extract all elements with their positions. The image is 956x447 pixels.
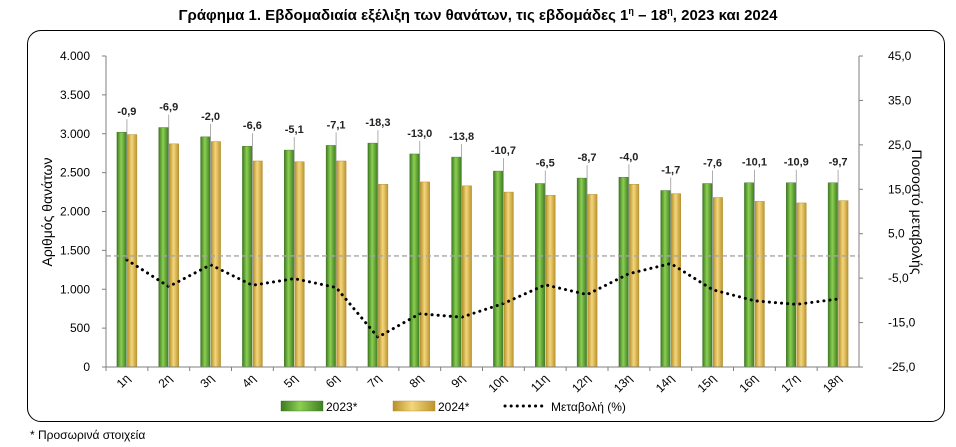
- bar-2023-3: [200, 136, 211, 368]
- change-label-8: -13,0: [407, 128, 432, 140]
- left-tick-label: 3.500: [60, 88, 90, 102]
- left-tick-label: 3.000: [60, 127, 90, 141]
- bar-2024-15: [712, 197, 723, 368]
- x-tick-label-9: 9η: [448, 371, 467, 390]
- change-line: [125, 258, 840, 340]
- legend-label-2023: 2023*: [326, 400, 358, 414]
- bar-2023-15: [702, 183, 713, 368]
- left-tick-label: 2.000: [60, 205, 90, 219]
- x-tick-label-7: 7η: [365, 371, 384, 390]
- bar-2023-13: [618, 177, 629, 368]
- footnote: * Προσωρινά στοιχεία: [30, 428, 146, 442]
- change-label-2: -6,9: [159, 102, 178, 114]
- bar-2024-5: [294, 161, 305, 368]
- change-label-4: -6,6: [243, 120, 262, 132]
- x-tick-label-10: 10η: [485, 371, 509, 395]
- bar-2024-18: [838, 200, 849, 368]
- bar-2023-4: [242, 145, 253, 368]
- chart-frame: [27, 30, 945, 422]
- x-tick-label-6: 6η: [323, 371, 342, 390]
- left-tick-label: 4.000: [60, 49, 90, 63]
- left-axis-title: Αριθμός θανάτων: [39, 158, 55, 267]
- right-tick-label: 25,0: [888, 138, 912, 152]
- x-tick-label-4: 4η: [239, 371, 258, 390]
- change-label-9: -13,8: [449, 131, 474, 143]
- change-label-11: -6,5: [536, 158, 555, 170]
- bar-2023-5: [284, 149, 294, 368]
- bar-2023-16: [744, 182, 755, 368]
- right-tick-label: -25,0: [888, 360, 916, 374]
- x-tick-label-17: 17η: [778, 371, 802, 395]
- bar-2024-6: [336, 160, 347, 368]
- legend-label-change: Μεταβολή (%): [551, 400, 626, 414]
- change-label-10: -10,7: [491, 145, 516, 157]
- left-tick-label: 0: [83, 360, 90, 374]
- bar-2023-2: [158, 127, 169, 368]
- change-label-12: -8,7: [578, 152, 597, 164]
- legend-swatch-2024: [392, 400, 436, 412]
- x-tick-label-1: 1η: [114, 371, 133, 390]
- right-tick-label: 35,0: [888, 93, 912, 107]
- x-tick-label-14: 14η: [653, 371, 677, 395]
- legend-label-2024: 2024*: [438, 400, 470, 414]
- right-tick-label: -5,0: [888, 271, 909, 285]
- bar-2024-7: [378, 184, 389, 368]
- right-axis-title: Ποσοστό μεταβολής: [909, 149, 925, 274]
- change-label-14: -1,7: [661, 165, 680, 177]
- bar-2024-8: [420, 181, 430, 368]
- bar-2023-9: [451, 156, 462, 368]
- bar-2024-4: [252, 160, 263, 368]
- x-tick-label-13: 13η: [611, 371, 635, 395]
- x-tick-label-2: 2η: [156, 371, 175, 390]
- right-tick-label: 45,0: [888, 49, 912, 63]
- bar-2023-18: [827, 182, 838, 368]
- left-tick-label: 500: [70, 321, 90, 335]
- x-tick-label-11: 11η: [528, 371, 551, 394]
- bar-2023-12: [576, 177, 587, 368]
- bar-2023-1: [116, 131, 127, 368]
- bar-2024-11: [545, 194, 556, 368]
- bar-2024-14: [671, 193, 681, 368]
- change-label-15: -7,6: [703, 158, 722, 170]
- legend-swatch-2023: [280, 400, 324, 412]
- x-tick-label-15: 15η: [695, 371, 719, 395]
- change-label-7: -18,3: [365, 117, 390, 129]
- change-label-6: -7,1: [327, 119, 346, 131]
- x-tick-label-5: 5η: [281, 371, 300, 390]
- bar-2023-17: [786, 182, 796, 368]
- bar-2024-9: [461, 185, 472, 368]
- x-tick-label-18: 18η: [820, 371, 844, 395]
- left-tick-label: 2.500: [60, 166, 90, 180]
- change-label-13: -4,0: [619, 151, 638, 163]
- bar-2023-8: [409, 153, 420, 368]
- left-tick-label: 1.000: [60, 282, 90, 296]
- change-label-5: -5,1: [285, 124, 304, 136]
- x-tick-label-16: 16η: [736, 371, 760, 395]
- right-tick-label: 5,0: [888, 227, 905, 241]
- change-label-1: -0,9: [117, 106, 136, 118]
- bar-2024-1: [127, 134, 138, 368]
- chart-title: Γράφημα 1. Εβδομαδιαία εξέλιξη των θανάτ…: [178, 6, 778, 24]
- bar-2024-12: [587, 194, 598, 368]
- x-tick-label-3: 3η: [197, 371, 216, 390]
- right-tick-label: -15,0: [888, 316, 916, 330]
- bar-2024-10: [503, 191, 514, 368]
- bar-2024-3: [210, 141, 221, 368]
- change-label-16: -10,1: [742, 157, 767, 169]
- bar-2023-11: [535, 183, 545, 368]
- bar-2023-14: [660, 190, 671, 368]
- bar-2024-16: [754, 201, 765, 368]
- left-tick-label: 1.500: [60, 243, 90, 257]
- bar-2023-7: [367, 142, 378, 368]
- bar-2024-13: [629, 184, 640, 368]
- bar-2024-17: [796, 202, 807, 368]
- x-tick-label-8: 8η: [407, 371, 426, 390]
- bar-2023-10: [493, 170, 504, 368]
- change-label-17: -10,9: [784, 157, 809, 169]
- change-label-3: -2,0: [201, 111, 220, 123]
- change-label-18: -9,7: [829, 157, 848, 169]
- right-tick-label: 15,0: [888, 182, 912, 196]
- x-tick-label-12: 12η: [569, 371, 593, 395]
